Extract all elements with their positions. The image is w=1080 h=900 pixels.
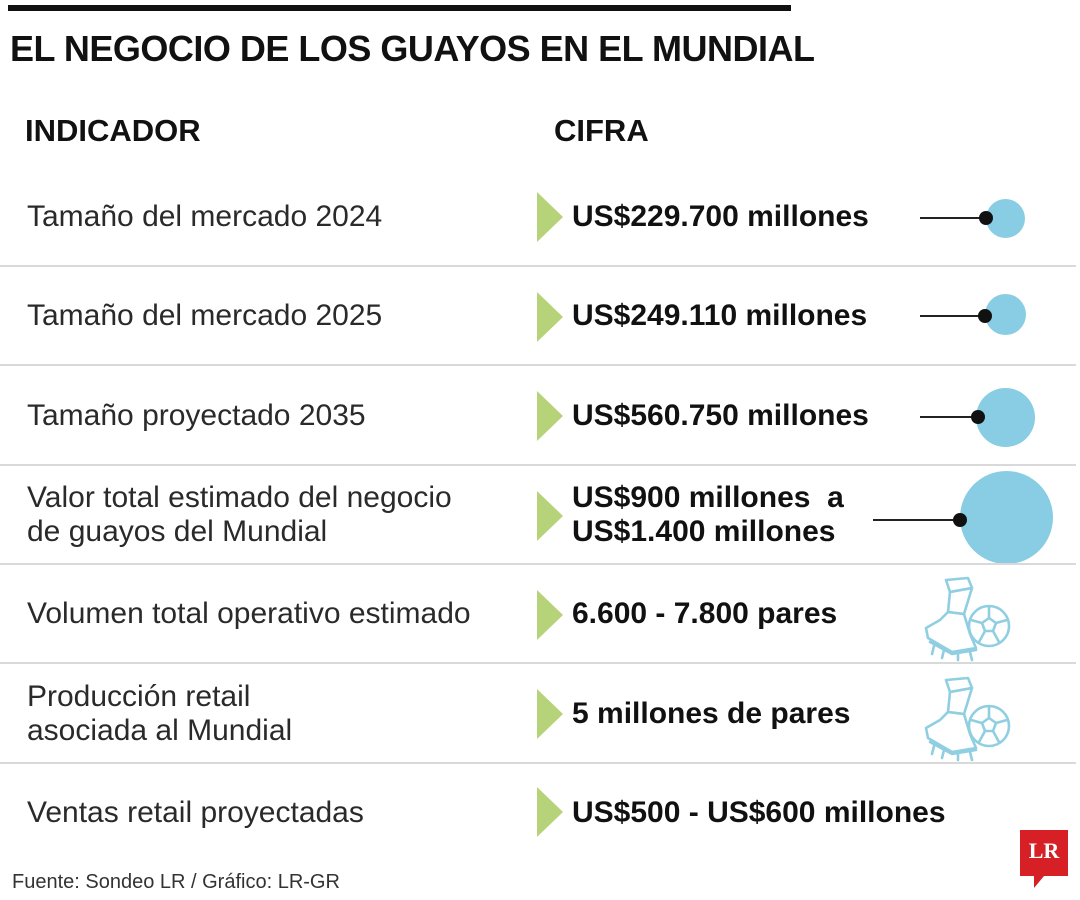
- cleat-ball-icon: [924, 576, 1011, 662]
- indicator-line: asociada al Mundial: [27, 714, 293, 747]
- arrow-marker: [537, 590, 563, 640]
- table-row: Producción retail asociada al Mundial 5 …: [0, 666, 1076, 764]
- leader-dot: [953, 513, 967, 527]
- figure-line: US$560.750 millones: [572, 399, 869, 432]
- leader-dot: [979, 211, 993, 225]
- figure-line: US$1.400 millones: [572, 515, 836, 548]
- figure-value: US$500 - US$600 millones: [572, 765, 1012, 861]
- leader-dot: [971, 410, 985, 424]
- figure-line: 6.600 - 7.800 pares: [572, 597, 838, 630]
- row-divider: [0, 364, 1076, 366]
- top-rule: [8, 5, 791, 11]
- bubble-marker: [976, 388, 1035, 447]
- leader-line: [920, 217, 986, 219]
- chart-title: EL NEGOCIO DE LOS GUAYOS EN EL MUNDIAL: [10, 28, 815, 69]
- leader-dot: [978, 309, 992, 323]
- indicator-line: Ventas retail proyectadas: [27, 796, 364, 829]
- indicator-label: Volumen total operativo estimado: [27, 566, 527, 662]
- source-note: Fuente: Sondeo LR / Gráfico: LR-GR: [12, 871, 340, 893]
- figure-line: 5 millones de pares: [572, 697, 851, 730]
- indicator-label: Ventas retail proyectadas: [27, 765, 527, 861]
- leader-line: [873, 519, 961, 521]
- indicator-label: Tamaño proyectado 2035: [27, 368, 527, 464]
- row-divider: [0, 563, 1076, 565]
- indicator-label: Tamaño del mercado 2024: [27, 169, 527, 265]
- figure-value: US$900 millones a US$1.400 millones: [572, 467, 932, 563]
- figure-value: 6.600 - 7.800 pares: [572, 566, 932, 662]
- table-row: Tamaño proyectado 2035 US$560.750 millon…: [0, 368, 1076, 466]
- indicator-label: Producción retail asociada al Mundial: [27, 666, 527, 762]
- table-row: Valor total estimado del negocio de guay…: [0, 467, 1076, 565]
- table-row: Volumen total operativo estimado 6.600 -…: [0, 566, 1076, 664]
- figure-value: US$560.750 millones: [572, 368, 932, 464]
- indicator-line: Tamaño del mercado 2024: [27, 200, 383, 233]
- bubble-marker: [960, 471, 1053, 564]
- arrow-marker: [537, 491, 563, 541]
- figure-line: US$229.700 millones: [572, 200, 869, 233]
- indicator-line: Tamaño del mercado 2025: [27, 299, 383, 332]
- indicator-label: Tamaño del mercado 2025: [27, 268, 527, 364]
- header-figure: CIFRA: [554, 113, 649, 148]
- arrow-marker: [537, 689, 563, 739]
- figure-value: US$249.110 millones: [572, 268, 932, 364]
- lr-logo-text: LR: [1028, 838, 1060, 863]
- row-divider: [0, 662, 1076, 664]
- arrow-marker: [537, 292, 563, 342]
- row-divider: [0, 464, 1076, 466]
- table-row: Ventas retail proyectadas US$500 - US$60…: [0, 765, 1076, 863]
- row-divider: [0, 762, 1076, 764]
- figure-value: 5 millones de pares: [572, 666, 932, 762]
- arrow-marker: [537, 391, 563, 441]
- indicator-line: Producción retail: [27, 680, 251, 713]
- indicator-line: Valor total estimado del negocio: [27, 481, 452, 514]
- indicator-line: Tamaño proyectado 2035: [27, 399, 366, 432]
- indicator-line: Volumen total operativo estimado: [27, 597, 471, 630]
- figure-line: US$500 - US$600 millones: [572, 796, 946, 829]
- indicator-label: Valor total estimado del negocio de guay…: [27, 467, 527, 563]
- lr-logo: [1020, 830, 1068, 888]
- figure-line: US$249.110 millones: [572, 299, 868, 332]
- indicator-line: de guayos del Mundial: [27, 515, 328, 548]
- leader-line: [920, 416, 978, 418]
- figure-value: US$229.700 millones: [572, 169, 932, 265]
- figure-line: US$900 millones a: [572, 481, 844, 514]
- table-row: Tamaño del mercado 2025 US$249.110 millo…: [0, 268, 1076, 366]
- arrow-marker: [537, 192, 563, 242]
- row-divider: [0, 265, 1076, 267]
- cleat-ball-icon: [924, 676, 1011, 762]
- header-indicator: INDICADOR: [25, 113, 201, 148]
- leader-line: [920, 315, 985, 317]
- table-row: Tamaño del mercado 2024 US$229.700 millo…: [0, 169, 1076, 267]
- arrow-marker: [537, 787, 563, 837]
